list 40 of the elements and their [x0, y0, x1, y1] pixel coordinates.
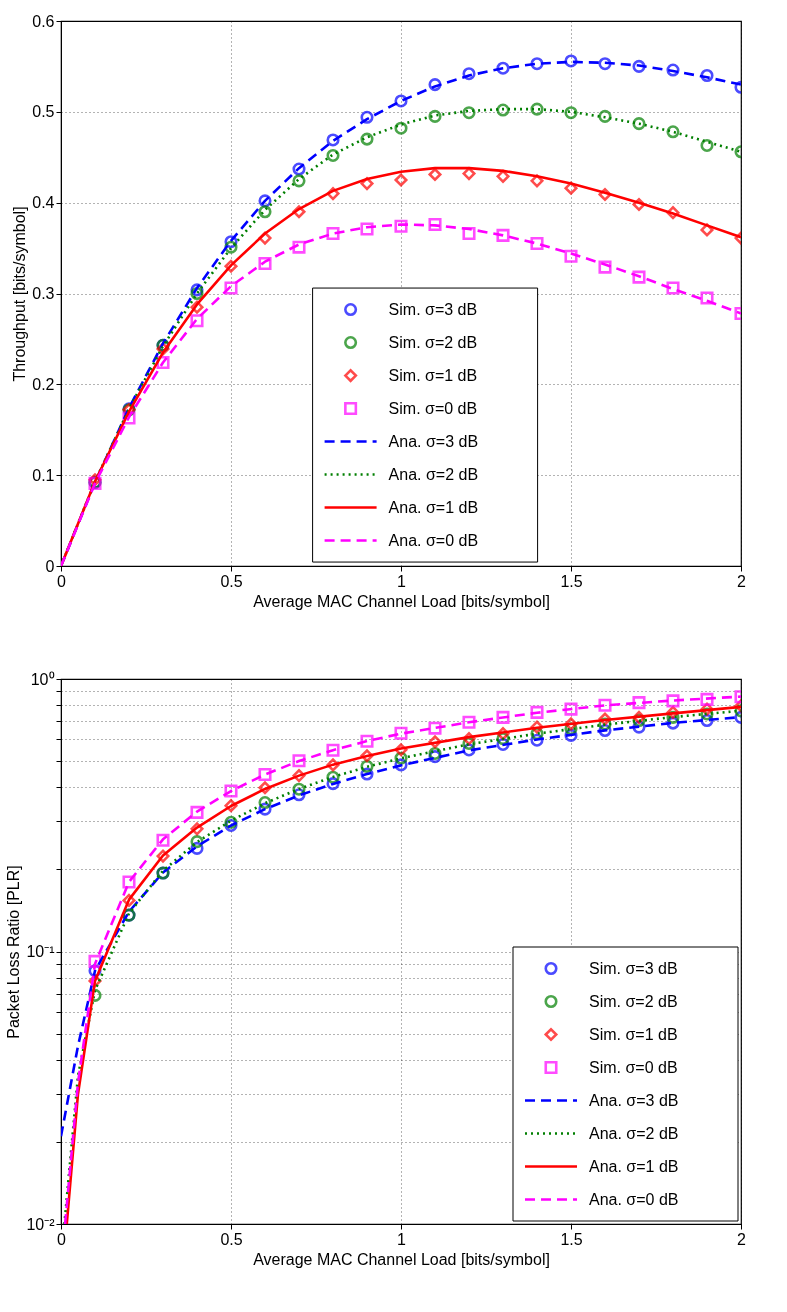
x-axis-title: Average MAC Channel Load [bits/symbol]: [253, 1250, 550, 1268]
legend-label: Sim. σ=0 dB: [589, 1058, 678, 1076]
legend-label: Sim. σ=0 dB: [388, 399, 478, 417]
legend-label: Sim. σ=3 dB: [388, 300, 478, 318]
x-axis-title: Average MAC Channel Load [bits/symbol]: [253, 592, 550, 610]
y-tick-label: 10⁰: [30, 670, 55, 688]
x-tick-label: 2: [737, 1230, 747, 1248]
x-tick-label: 0: [57, 572, 67, 590]
legend-label: Ana. σ=3 dB: [589, 1091, 679, 1109]
x-tick-label: 0: [57, 1230, 67, 1248]
legend-label: Ana. σ=1 dB: [589, 1157, 679, 1175]
y-tick-label: 0.3: [32, 285, 55, 302]
x-tick-label: 0.5: [220, 1230, 243, 1248]
x-tick-label: 1.5: [560, 1230, 583, 1248]
legend-label: Ana. σ=1 dB: [388, 498, 479, 516]
legend-label: Sim. σ=1 dB: [589, 1025, 678, 1043]
legend-label: Sim. σ=2 dB: [388, 333, 478, 351]
y-tick-label: 0.2: [32, 375, 55, 393]
x-tick-label: 0.5: [220, 572, 243, 590]
legend-label: Ana. σ=0 dB: [388, 531, 479, 549]
legend-label: Ana. σ=2 dB: [589, 1124, 679, 1142]
legend-label: Ana. σ=2 dB: [388, 465, 479, 483]
y-tick-label: 0.1: [32, 466, 55, 484]
y-axis-title: Packet Loss Ratio [PLR]: [5, 865, 23, 1039]
legend-label: Ana. σ=3 dB: [388, 432, 479, 450]
y-tick-label: 0.6: [32, 12, 55, 30]
legend-label: Sim. σ=3 dB: [589, 959, 678, 977]
legend-label: Ana. σ=0 dB: [589, 1190, 679, 1208]
x-tick-label: 1.5: [560, 572, 583, 590]
y-tick-label: 0: [45, 557, 55, 575]
x-tick-label: 2: [737, 572, 747, 590]
legend-label: Sim. σ=1 dB: [388, 366, 478, 384]
y-axis-title: Throughput [bits/symbol]: [11, 206, 29, 382]
y-tick-label: 0.4: [32, 194, 55, 212]
x-tick-label: 1: [397, 1230, 407, 1248]
y-tick-label: 10⁻¹: [26, 943, 55, 960]
x-tick-label: 1: [397, 572, 407, 590]
y-tick-label: 0.5: [32, 103, 55, 121]
y-tick-label: 10⁻²: [26, 1215, 56, 1233]
legend-label: Sim. σ=2 dB: [589, 992, 678, 1010]
